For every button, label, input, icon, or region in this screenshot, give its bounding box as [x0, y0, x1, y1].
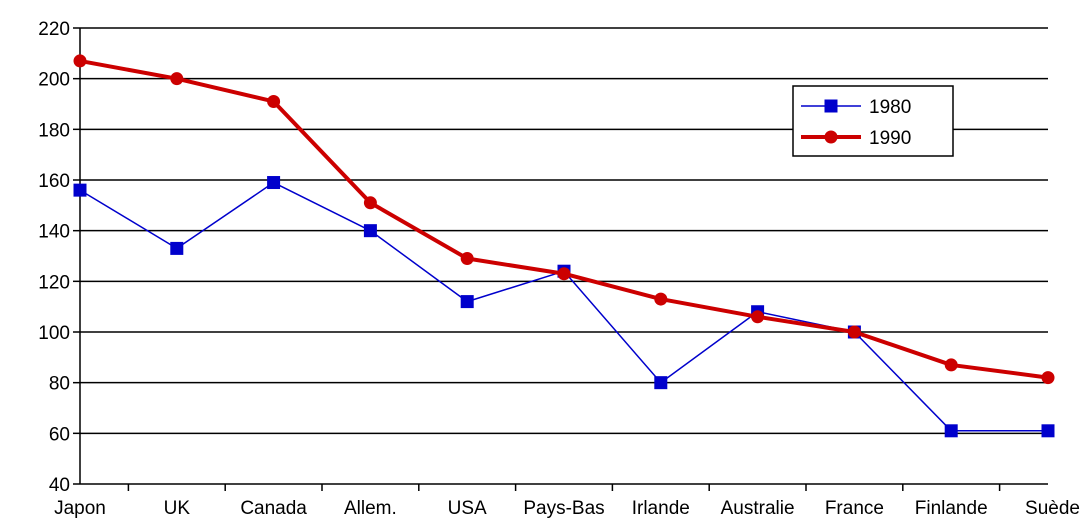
- point-1990-suede: [1041, 371, 1055, 385]
- x-tick-label-suede: Suède: [1025, 498, 1080, 519]
- y-tick-label-100: 100: [38, 323, 70, 344]
- legend-marker-1990: [824, 130, 838, 144]
- x-tick-label-france: France: [825, 498, 884, 519]
- legend-label-1990: 1990: [869, 128, 911, 149]
- point-1980-suede: [1041, 424, 1055, 438]
- legend-marker-1980: [824, 99, 838, 113]
- y-tick-label-180: 180: [38, 120, 70, 141]
- point-1990-pays-bas: [557, 267, 571, 281]
- y-tick-label-200: 200: [38, 70, 70, 91]
- series-1980: [73, 176, 1055, 438]
- point-1980-usa: [460, 295, 474, 309]
- point-1990-canada: [267, 94, 281, 108]
- x-tick-label-australie: Australie: [721, 498, 795, 519]
- y-axis-tick-labels: 40 60 80 100 120 140 160 180 200 220: [38, 19, 70, 496]
- point-1980-irlande: [654, 376, 668, 390]
- point-1990-uk: [170, 72, 184, 86]
- point-1990-usa: [460, 252, 474, 266]
- x-tick-label-allem: Allem.: [344, 498, 397, 519]
- x-tick-label-pays-bas: Pays-Bas: [523, 498, 604, 519]
- y-tick-label-60: 60: [49, 424, 70, 445]
- y-tick-label-160: 160: [38, 171, 70, 192]
- y-tick-label-120: 120: [38, 272, 70, 293]
- legend-label-1980: 1980: [869, 97, 911, 118]
- legend: 1980 1990: [792, 85, 954, 157]
- point-1990-australie: [751, 310, 765, 324]
- series-1990: [73, 54, 1055, 385]
- series-line-1980: [79, 181, 1048, 432]
- series: [73, 54, 1055, 438]
- legend-box: [792, 85, 954, 157]
- x-tick-label-finlande: Finlande: [915, 498, 988, 519]
- x-tick-label-irlande: Irlande: [632, 498, 690, 519]
- axes: [73, 27, 1048, 491]
- y-tick-label-80: 80: [49, 374, 70, 395]
- x-tick-label-japon: Japon: [54, 498, 106, 519]
- point-1990-allem: [363, 196, 377, 210]
- point-1980-japon: [73, 183, 87, 197]
- point-1980-uk: [170, 241, 184, 255]
- y-tick-label-140: 140: [38, 222, 70, 243]
- point-1990-finlande: [944, 358, 958, 372]
- y-tick-label-220: 220: [38, 19, 70, 40]
- point-1990-france: [847, 325, 861, 339]
- point-1980-canada: [267, 176, 281, 190]
- x-axis-tick-labels: Japon UK Canada Allem. USA Pays-Bas Irlande Aus…: [54, 498, 1080, 519]
- point-1990-japon: [73, 54, 87, 68]
- y-tick-label-40: 40: [49, 475, 70, 496]
- x-tick-label-usa: USA: [448, 498, 487, 519]
- x-tick-label-canada: Canada: [240, 498, 307, 519]
- point-1980-allem: [363, 224, 377, 238]
- gridlines: [80, 27, 1048, 435]
- point-1990-irlande: [654, 292, 668, 306]
- x-tick-label-uk: UK: [164, 498, 191, 519]
- point-1980-finlande: [944, 424, 958, 438]
